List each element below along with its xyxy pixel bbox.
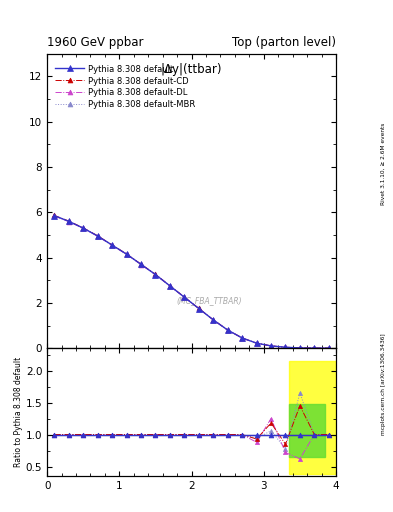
- Pythia 8.308 default-MBR: [327, 345, 331, 351]
- Pythia 8.308 default-CD: [269, 343, 274, 349]
- Pythia 8.308 default: [225, 327, 230, 333]
- Legend: Pythia 8.308 default, Pythia 8.308 default-CD, Pythia 8.308 default-DL, Pythia 8: Pythia 8.308 default, Pythia 8.308 defau…: [52, 61, 199, 113]
- Pythia 8.308 default: [153, 271, 158, 278]
- Pythia 8.308 default: [139, 261, 143, 267]
- Pythia 8.308 default-CD: [139, 261, 143, 267]
- Pythia 8.308 default: [95, 233, 100, 239]
- Pythia 8.308 default-MBR: [167, 283, 172, 289]
- Pythia 8.308 default-MBR: [225, 327, 230, 333]
- Pythia 8.308 default-MBR: [182, 294, 187, 300]
- Pythia 8.308 default-DL: [196, 306, 201, 312]
- Pythia 8.308 default-DL: [66, 219, 71, 225]
- Text: |Δy|(ttbar): |Δy|(ttbar): [161, 62, 222, 76]
- Pythia 8.308 default-MBR: [153, 271, 158, 278]
- Bar: [289, 361, 336, 474]
- Pythia 8.308 default-CD: [153, 271, 158, 278]
- Bar: [289, 404, 325, 457]
- Pythia 8.308 default-DL: [327, 345, 331, 351]
- Pythia 8.308 default: [52, 212, 57, 219]
- Pythia 8.308 default: [269, 343, 274, 349]
- Pythia 8.308 default-MBR: [269, 343, 274, 349]
- Pythia 8.308 default-MBR: [298, 345, 302, 351]
- Pythia 8.308 default-DL: [182, 294, 187, 301]
- Pythia 8.308 default: [211, 317, 216, 323]
- Text: Rivet 3.1.10, ≥ 2.6M events: Rivet 3.1.10, ≥ 2.6M events: [381, 123, 386, 205]
- Pythia 8.308 default-DL: [312, 345, 317, 351]
- Line: Pythia 8.308 default-DL: Pythia 8.308 default-DL: [52, 214, 331, 351]
- Text: (MC_FBA_TTBAR): (MC_FBA_TTBAR): [176, 296, 242, 306]
- Pythia 8.308 default-MBR: [312, 345, 317, 351]
- Pythia 8.308 default-CD: [225, 327, 230, 333]
- Y-axis label: Ratio to Pythia 8.308 default: Ratio to Pythia 8.308 default: [14, 357, 23, 467]
- Pythia 8.308 default-MBR: [52, 212, 57, 219]
- Pythia 8.308 default-MBR: [110, 242, 114, 248]
- Pythia 8.308 default-CD: [283, 344, 288, 350]
- Pythia 8.308 default: [240, 335, 244, 341]
- Pythia 8.308 default-CD: [240, 335, 244, 341]
- Pythia 8.308 default-DL: [124, 251, 129, 258]
- Pythia 8.308 default-CD: [182, 294, 187, 300]
- Pythia 8.308 default: [283, 344, 288, 350]
- Pythia 8.308 default-CD: [167, 283, 172, 289]
- Pythia 8.308 default-DL: [110, 242, 114, 248]
- Pythia 8.308 default-CD: [52, 212, 57, 219]
- Pythia 8.308 default: [182, 294, 187, 300]
- Text: 1960 GeV ppbar: 1960 GeV ppbar: [47, 36, 144, 49]
- Pythia 8.308 default: [254, 340, 259, 346]
- Pythia 8.308 default-DL: [95, 233, 100, 239]
- Pythia 8.308 default-CD: [312, 345, 317, 351]
- Pythia 8.308 default: [110, 242, 114, 248]
- Pythia 8.308 default: [167, 283, 172, 289]
- Pythia 8.308 default: [312, 345, 317, 351]
- Pythia 8.308 default-CD: [196, 305, 201, 311]
- Pythia 8.308 default: [124, 251, 129, 257]
- Pythia 8.308 default-DL: [269, 343, 274, 349]
- Line: Pythia 8.308 default: Pythia 8.308 default: [51, 213, 332, 351]
- Pythia 8.308 default-CD: [211, 317, 216, 323]
- Pythia 8.308 default-MBR: [139, 261, 143, 267]
- Line: Pythia 8.308 default-MBR: Pythia 8.308 default-MBR: [52, 213, 331, 351]
- Pythia 8.308 default-DL: [225, 327, 230, 333]
- Pythia 8.308 default-MBR: [66, 218, 71, 224]
- Pythia 8.308 default-DL: [240, 335, 244, 341]
- Line: Pythia 8.308 default-CD: Pythia 8.308 default-CD: [52, 213, 331, 351]
- Pythia 8.308 default-DL: [153, 272, 158, 278]
- Pythia 8.308 default: [196, 306, 201, 312]
- Pythia 8.308 default-CD: [298, 345, 302, 351]
- Pythia 8.308 default-CD: [124, 251, 129, 257]
- Pythia 8.308 default-MBR: [240, 335, 244, 341]
- Pythia 8.308 default-CD: [110, 242, 114, 248]
- Pythia 8.308 default-CD: [95, 233, 100, 239]
- Pythia 8.308 default-DL: [81, 225, 86, 231]
- Pythia 8.308 default-DL: [211, 317, 216, 323]
- Pythia 8.308 default-MBR: [283, 344, 288, 350]
- Pythia 8.308 default: [81, 225, 86, 231]
- Pythia 8.308 default-CD: [81, 225, 86, 231]
- Pythia 8.308 default: [327, 345, 331, 351]
- Text: mcplots.cern.ch [arXiv:1306.3436]: mcplots.cern.ch [arXiv:1306.3436]: [381, 333, 386, 435]
- Pythia 8.308 default-DL: [52, 213, 57, 219]
- Pythia 8.308 default-MBR: [124, 251, 129, 257]
- Pythia 8.308 default-CD: [254, 340, 259, 346]
- Pythia 8.308 default: [298, 345, 302, 351]
- Pythia 8.308 default-MBR: [81, 225, 86, 231]
- Pythia 8.308 default-MBR: [211, 317, 216, 323]
- Pythia 8.308 default-CD: [66, 218, 71, 224]
- Pythia 8.308 default-DL: [283, 344, 288, 350]
- Text: Top (parton level): Top (parton level): [232, 36, 336, 49]
- Pythia 8.308 default-MBR: [95, 233, 100, 239]
- Pythia 8.308 default: [66, 218, 71, 224]
- Pythia 8.308 default-MBR: [196, 306, 201, 312]
- Pythia 8.308 default-DL: [298, 345, 302, 351]
- Pythia 8.308 default-DL: [254, 340, 259, 346]
- Pythia 8.308 default-CD: [327, 345, 331, 351]
- Pythia 8.308 default-DL: [139, 262, 143, 268]
- Pythia 8.308 default-MBR: [254, 340, 259, 346]
- Pythia 8.308 default-DL: [167, 283, 172, 289]
